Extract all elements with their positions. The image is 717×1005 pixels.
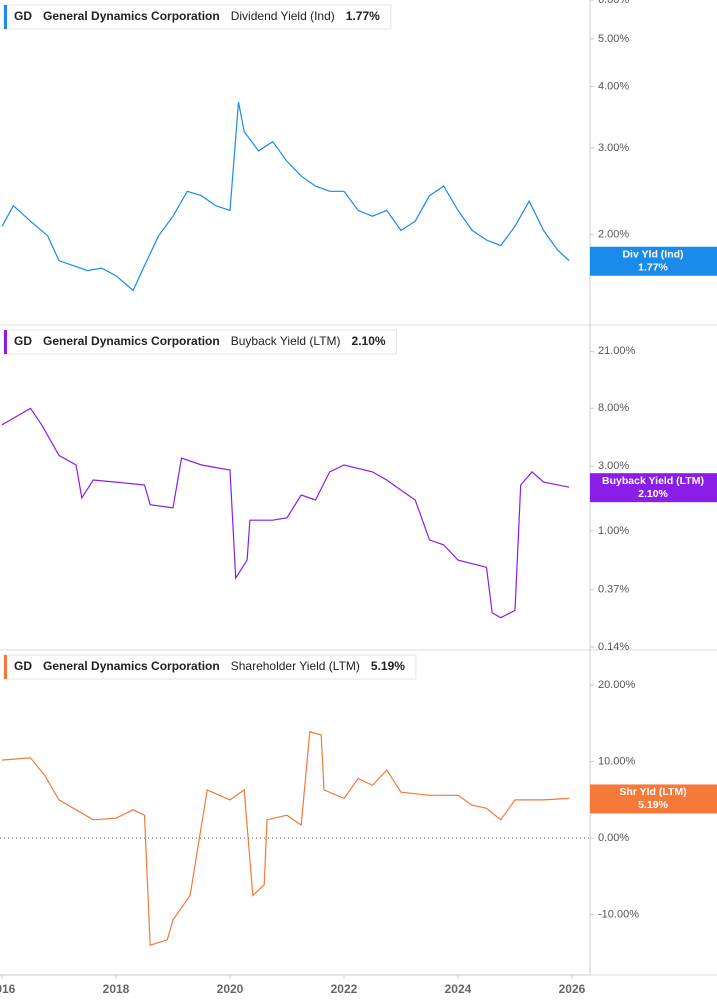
y-tick-label: 21.00% <box>598 345 636 357</box>
y-tick-label: 0.00% <box>598 832 629 844</box>
y-tick-label: 5.00% <box>598 33 629 45</box>
y-tick-label: -10.00% <box>598 908 639 920</box>
header-value: 2.10% <box>352 334 386 348</box>
badge-name: Div Yld (Ind) <box>622 249 683 261</box>
badge-value: 1.77% <box>638 262 668 274</box>
header-company: General Dynamics Corporation <box>43 659 220 673</box>
y-tick-label: 4.00% <box>598 81 629 93</box>
x-tick-label: 2020 <box>217 982 244 996</box>
y-tick-label: 1.00% <box>598 525 629 537</box>
header-box <box>3 4 392 30</box>
x-tick-label: 2026 <box>559 982 586 996</box>
header-metric: Shareholder Yield (LTM) <box>231 659 360 673</box>
header-ticker: GD <box>14 9 32 23</box>
value-badge <box>590 473 717 503</box>
x-tick-label: 2018 <box>103 982 130 996</box>
badge-value: 5.19% <box>638 799 668 811</box>
header: GD General Dynamics Corporation Shareholde… <box>3 654 417 680</box>
header-metric: Dividend Yield (Ind) <box>231 9 335 23</box>
x-tick-label: 2022 <box>331 982 358 996</box>
header-metric: Buyback Yield (LTM) <box>231 334 341 348</box>
header-ticker: GD <box>14 334 32 348</box>
y-tick-label: 0.14% <box>598 641 629 653</box>
y-tick-label: 20.00% <box>598 679 636 691</box>
value-badge <box>590 246 717 276</box>
y-tick-label: 10.00% <box>598 756 636 768</box>
value-badge <box>590 784 717 814</box>
series-line <box>1 101 570 292</box>
x-tick-label: 2024 <box>445 982 472 996</box>
badge-value: 2.10% <box>638 488 668 500</box>
header-accent <box>4 330 7 354</box>
series-line <box>1 731 570 947</box>
y-tick-label: 3.00% <box>598 142 629 154</box>
header: GD General Dynamics Corporation Dividend Y… <box>3 4 392 30</box>
header: GD General Dynamics Corporation Buyback Yi… <box>3 329 398 355</box>
y-tick-label: 3.00% <box>598 460 629 472</box>
badge-name: Shr Yld (LTM) <box>619 786 686 798</box>
header-value: 5.19% <box>371 659 405 673</box>
y-tick-label: 8.00% <box>598 402 629 414</box>
header-accent <box>4 655 7 679</box>
header-value: 1.77% <box>346 9 380 23</box>
header-company: General Dynamics Corporation <box>43 334 220 348</box>
y-tick-label: 0.37% <box>598 584 629 596</box>
header-ticker: GD <box>14 659 32 673</box>
badge-name: Buyback Yield (LTM) <box>602 475 704 487</box>
x-tick-label: 2016 <box>0 982 16 996</box>
y-tick-label: 6.00% <box>598 0 629 6</box>
header-accent <box>4 5 7 29</box>
header-company: General Dynamics Corporation <box>43 9 220 23</box>
y-tick-label: 2.00% <box>598 229 629 241</box>
series-line <box>1 407 570 619</box>
